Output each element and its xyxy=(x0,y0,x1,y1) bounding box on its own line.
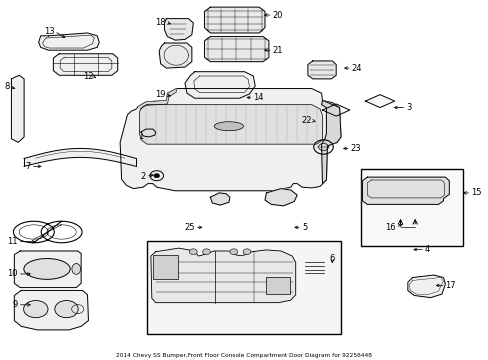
Text: 23: 23 xyxy=(350,144,361,153)
Polygon shape xyxy=(140,105,322,144)
Text: 25: 25 xyxy=(184,223,194,232)
Polygon shape xyxy=(362,177,448,204)
Polygon shape xyxy=(151,248,295,303)
Text: 1: 1 xyxy=(138,132,143,141)
Polygon shape xyxy=(321,100,340,184)
Text: 13: 13 xyxy=(43,27,54,36)
Circle shape xyxy=(202,249,210,255)
Circle shape xyxy=(189,249,197,255)
Polygon shape xyxy=(53,54,118,75)
Bar xyxy=(266,277,289,294)
Polygon shape xyxy=(141,129,156,137)
Polygon shape xyxy=(138,89,176,109)
Text: 15: 15 xyxy=(470,188,481,197)
Polygon shape xyxy=(204,7,264,33)
Ellipse shape xyxy=(24,258,70,279)
Polygon shape xyxy=(184,72,255,98)
Polygon shape xyxy=(264,189,297,206)
Polygon shape xyxy=(164,19,193,40)
Text: 20: 20 xyxy=(272,10,283,19)
Text: 12: 12 xyxy=(82,72,93,81)
Polygon shape xyxy=(39,33,99,50)
Text: 19: 19 xyxy=(155,90,165,99)
Polygon shape xyxy=(11,75,24,142)
Text: 8: 8 xyxy=(4,82,9,91)
Text: 22: 22 xyxy=(301,116,311,125)
Circle shape xyxy=(154,174,159,178)
Polygon shape xyxy=(120,89,340,191)
Text: 7: 7 xyxy=(25,162,31,171)
Text: 2014 Chevy SS Bumper,Front Floor Console Compartment Door Diagram for 92256448: 2014 Chevy SS Bumper,Front Floor Console… xyxy=(116,353,372,358)
Text: 21: 21 xyxy=(272,46,283,55)
Circle shape xyxy=(229,249,237,255)
Ellipse shape xyxy=(23,301,48,318)
Text: 14: 14 xyxy=(253,93,263,102)
Ellipse shape xyxy=(55,301,78,318)
Bar xyxy=(153,255,178,279)
Polygon shape xyxy=(14,251,81,288)
Text: 6: 6 xyxy=(329,255,334,264)
Text: 10: 10 xyxy=(7,269,18,278)
Text: 3: 3 xyxy=(406,103,411,112)
Bar xyxy=(147,241,340,334)
Text: 24: 24 xyxy=(351,64,362,73)
Text: 11: 11 xyxy=(7,237,18,246)
Polygon shape xyxy=(365,95,394,108)
Polygon shape xyxy=(322,104,349,116)
Text: 18: 18 xyxy=(155,18,165,27)
Polygon shape xyxy=(14,291,88,330)
Ellipse shape xyxy=(72,264,81,274)
Text: 17: 17 xyxy=(445,281,455,290)
Text: 4: 4 xyxy=(424,245,429,254)
Polygon shape xyxy=(210,193,229,205)
Circle shape xyxy=(243,249,250,255)
Text: 9: 9 xyxy=(13,300,18,309)
Text: 16: 16 xyxy=(384,223,395,232)
Polygon shape xyxy=(407,275,445,298)
Text: 2: 2 xyxy=(141,172,146,181)
Polygon shape xyxy=(159,43,191,68)
Polygon shape xyxy=(204,37,268,62)
Bar xyxy=(360,168,462,246)
Text: 5: 5 xyxy=(302,223,306,232)
Ellipse shape xyxy=(214,122,243,131)
Polygon shape xyxy=(24,148,136,166)
Polygon shape xyxy=(307,61,335,79)
